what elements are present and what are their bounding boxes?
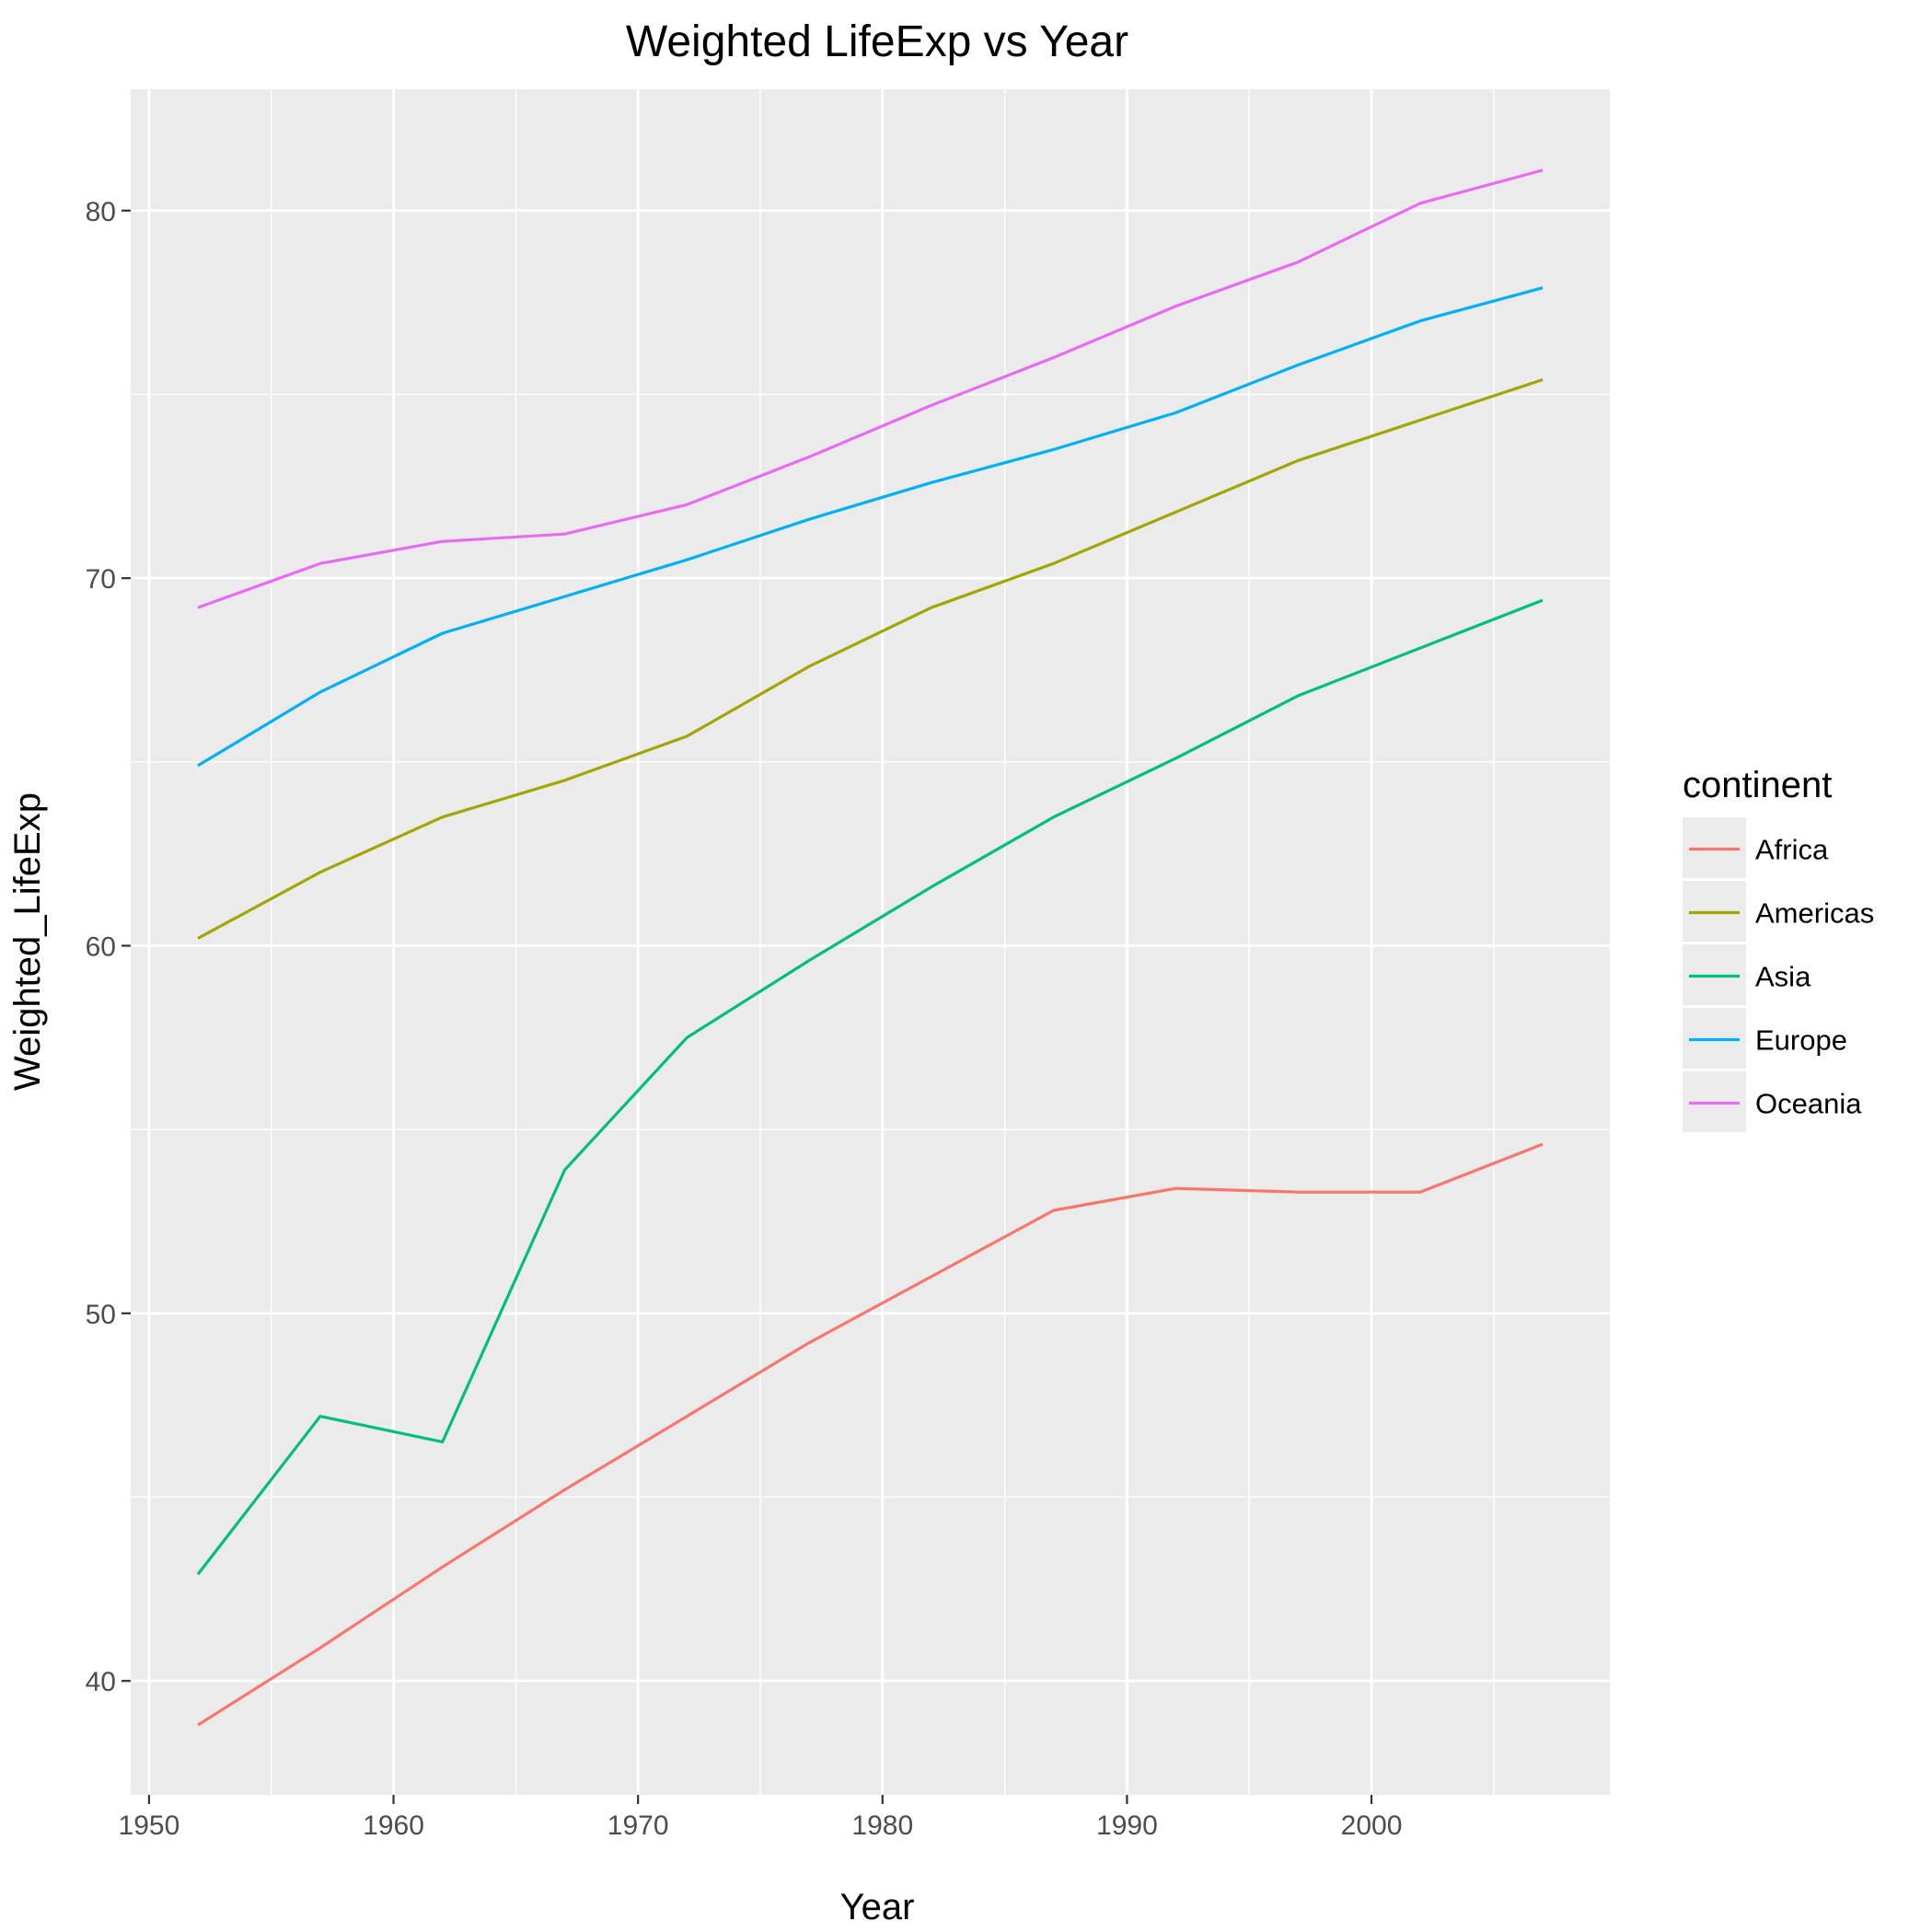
y-tick-label: 40 [86, 1667, 116, 1697]
series-line-oceania [197, 168, 1544, 609]
x-tick-label: 1980 [851, 1811, 913, 1841]
legend: continent Africa Americas Asia Europe Oceani… [1683, 765, 1874, 1132]
legend-title: continent [1683, 765, 1832, 805]
x-tick-label: 1960 [363, 1811, 424, 1841]
y-tick-label: 50 [86, 1300, 116, 1330]
x-axis-title: Year [840, 1887, 915, 1927]
series-line-americas [197, 377, 1544, 940]
x-tick-label: 1990 [1096, 1811, 1158, 1841]
legend-label-africa: Africa [1755, 834, 1829, 866]
legend-label-americas: Americas [1755, 897, 1874, 930]
x-tick-label: 2000 [1341, 1811, 1403, 1841]
legend-label-oceania: Oceania [1755, 1088, 1862, 1120]
series-line-europe [197, 286, 1544, 768]
x-tick-label: 1970 [607, 1811, 669, 1841]
major-gridlines [131, 89, 1610, 1795]
chart-title: Weighted LifeExp vs Year [626, 17, 1128, 66]
plot-panel [131, 89, 1610, 1795]
y-tick-label: 70 [86, 564, 116, 595]
series-lines [196, 168, 1544, 1727]
axis-ticks [121, 209, 1373, 1804]
series-line-africa [197, 1142, 1544, 1727]
minor-gridlines [131, 89, 1610, 1795]
legend-items: Africa Americas Asia Europe Oceania [1683, 817, 1874, 1132]
x-tick-label: 1950 [119, 1811, 180, 1841]
legend-label-asia: Asia [1755, 961, 1811, 993]
legend-label-europe: Europe [1755, 1024, 1847, 1057]
tick-labels: 1950 1960 1970 1980 1990 2000 40 50 60 70 80 [86, 197, 1403, 1841]
y-tick-label: 80 [86, 197, 116, 227]
series-line-asia [196, 598, 1544, 1576]
y-axis-title: Weighted_LifeExp [7, 792, 48, 1091]
y-tick-label: 60 [86, 931, 116, 962]
